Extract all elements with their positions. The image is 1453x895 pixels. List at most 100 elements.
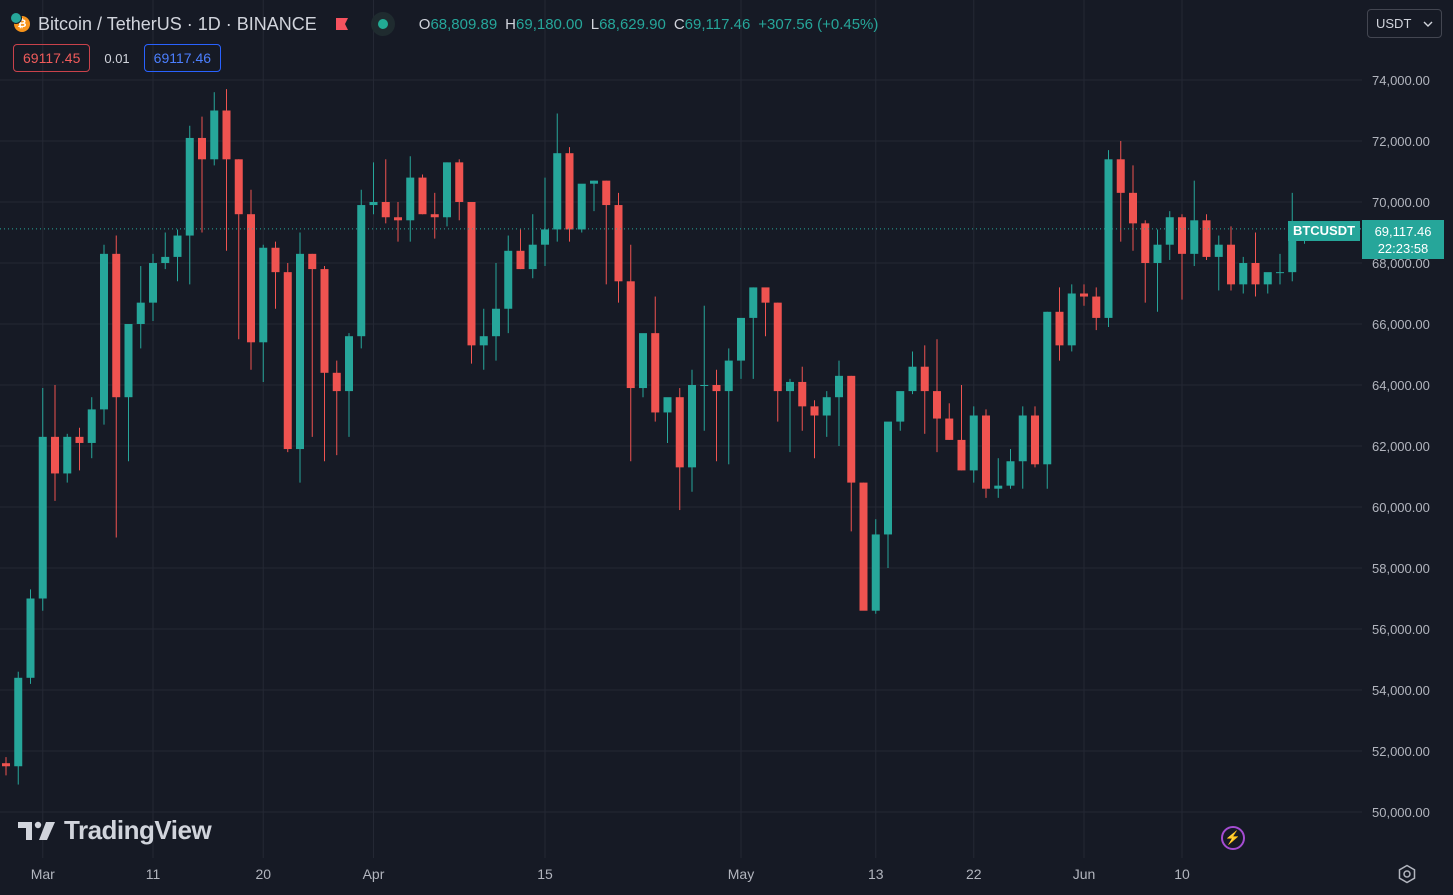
candle [528, 214, 537, 279]
candle [1141, 220, 1150, 303]
candle-body [1116, 159, 1125, 193]
candle [492, 263, 500, 361]
y-tick-label: 70,000.00 [1372, 195, 1430, 210]
candle-body [700, 385, 709, 386]
candle [553, 113, 562, 242]
candle-body [479, 336, 488, 346]
candle [210, 92, 219, 166]
candle [161, 232, 170, 270]
candle-body [63, 436, 72, 474]
candle-body [381, 202, 390, 218]
settings-gear-icon[interactable] [1397, 864, 1417, 884]
currency-select[interactable]: USDT [1367, 9, 1442, 38]
candle [884, 421, 892, 568]
candle [75, 427, 84, 471]
candle [663, 397, 672, 443]
y-tick-label: 72,000.00 [1372, 134, 1430, 149]
candle [933, 339, 941, 453]
candle-body [724, 360, 733, 392]
candle [798, 366, 807, 431]
symbol-header: ₿ Bitcoin / TetherUS · 1D · BINANCE O68,… [10, 12, 879, 36]
x-tick-label: 10 [1174, 866, 1190, 882]
sell-button[interactable]: 69117.45 [13, 44, 91, 72]
candle [700, 305, 709, 431]
currency-value: USDT [1376, 16, 1412, 31]
candle-body [308, 253, 317, 270]
candle-body [492, 308, 500, 337]
candle [896, 391, 905, 431]
candle [945, 403, 954, 440]
candle-body [430, 214, 439, 218]
candle-body [957, 439, 966, 471]
candle-body [761, 287, 770, 303]
candle [1251, 232, 1260, 297]
candle-body [369, 202, 378, 206]
change-value: +307.56 (+0.45%) [758, 15, 879, 33]
candle [614, 192, 623, 303]
candle [124, 324, 133, 462]
candle-body [332, 372, 341, 392]
candle-body [749, 287, 758, 318]
tradingview-watermark[interactable]: TradingView [18, 815, 212, 846]
tradingview-logo-icon [18, 821, 55, 840]
candle-body [136, 302, 145, 324]
candle [1202, 214, 1211, 260]
candle [504, 235, 513, 334]
candle-body [1055, 311, 1064, 346]
candle [87, 397, 96, 459]
buy-button[interactable]: 69117.46 [143, 44, 222, 72]
candle-body [320, 269, 329, 373]
candle-body [38, 436, 47, 599]
candle-body [1092, 296, 1101, 318]
y-tick-label: 68,000.00 [1372, 256, 1430, 271]
candle-body [737, 317, 745, 361]
candle [1165, 211, 1174, 260]
candle [1055, 287, 1064, 361]
candle-body [112, 253, 121, 398]
candle-body [590, 180, 598, 184]
candle-body [51, 436, 59, 474]
candle [859, 482, 868, 611]
candle-body [394, 217, 402, 221]
candle [871, 519, 880, 614]
candle-body [1178, 217, 1186, 254]
candle [247, 189, 255, 370]
candle [1276, 253, 1284, 285]
candle [675, 388, 684, 511]
candle [1178, 214, 1186, 300]
candle-body [75, 436, 84, 443]
candle [443, 162, 451, 227]
candle-body [859, 482, 868, 611]
candle-body [296, 253, 304, 450]
market-status-icon[interactable] [370, 12, 395, 36]
candle [1092, 287, 1101, 331]
candle-body [504, 250, 513, 309]
open-value: 68,809.89 [430, 15, 498, 33]
candle-body [565, 153, 574, 230]
candle-body [124, 324, 133, 398]
candle [136, 266, 145, 349]
y-tick-label: 74,000.00 [1372, 73, 1430, 88]
flag-icon[interactable] [335, 17, 349, 31]
candle [1067, 284, 1076, 352]
candle [749, 287, 758, 379]
candle-body [149, 263, 157, 303]
candle-body [577, 183, 586, 230]
candle [308, 253, 317, 437]
candle [786, 378, 794, 453]
candle-body [161, 256, 170, 263]
candle [38, 388, 47, 611]
y-tick-label: 54,000.00 [1372, 683, 1430, 698]
candle [430, 192, 439, 239]
lightning-icon[interactable]: ⚡ [1221, 826, 1245, 850]
candle [590, 180, 598, 212]
candle-body [786, 381, 794, 392]
symbol-title[interactable]: Bitcoin / TetherUS · 1D · BINANCE [38, 13, 317, 34]
close-value: 69,117.46 [684, 15, 751, 33]
candle [737, 317, 745, 379]
candle-body [871, 534, 880, 611]
candle [369, 162, 378, 215]
candle-body [1288, 238, 1297, 273]
candle [149, 253, 157, 321]
